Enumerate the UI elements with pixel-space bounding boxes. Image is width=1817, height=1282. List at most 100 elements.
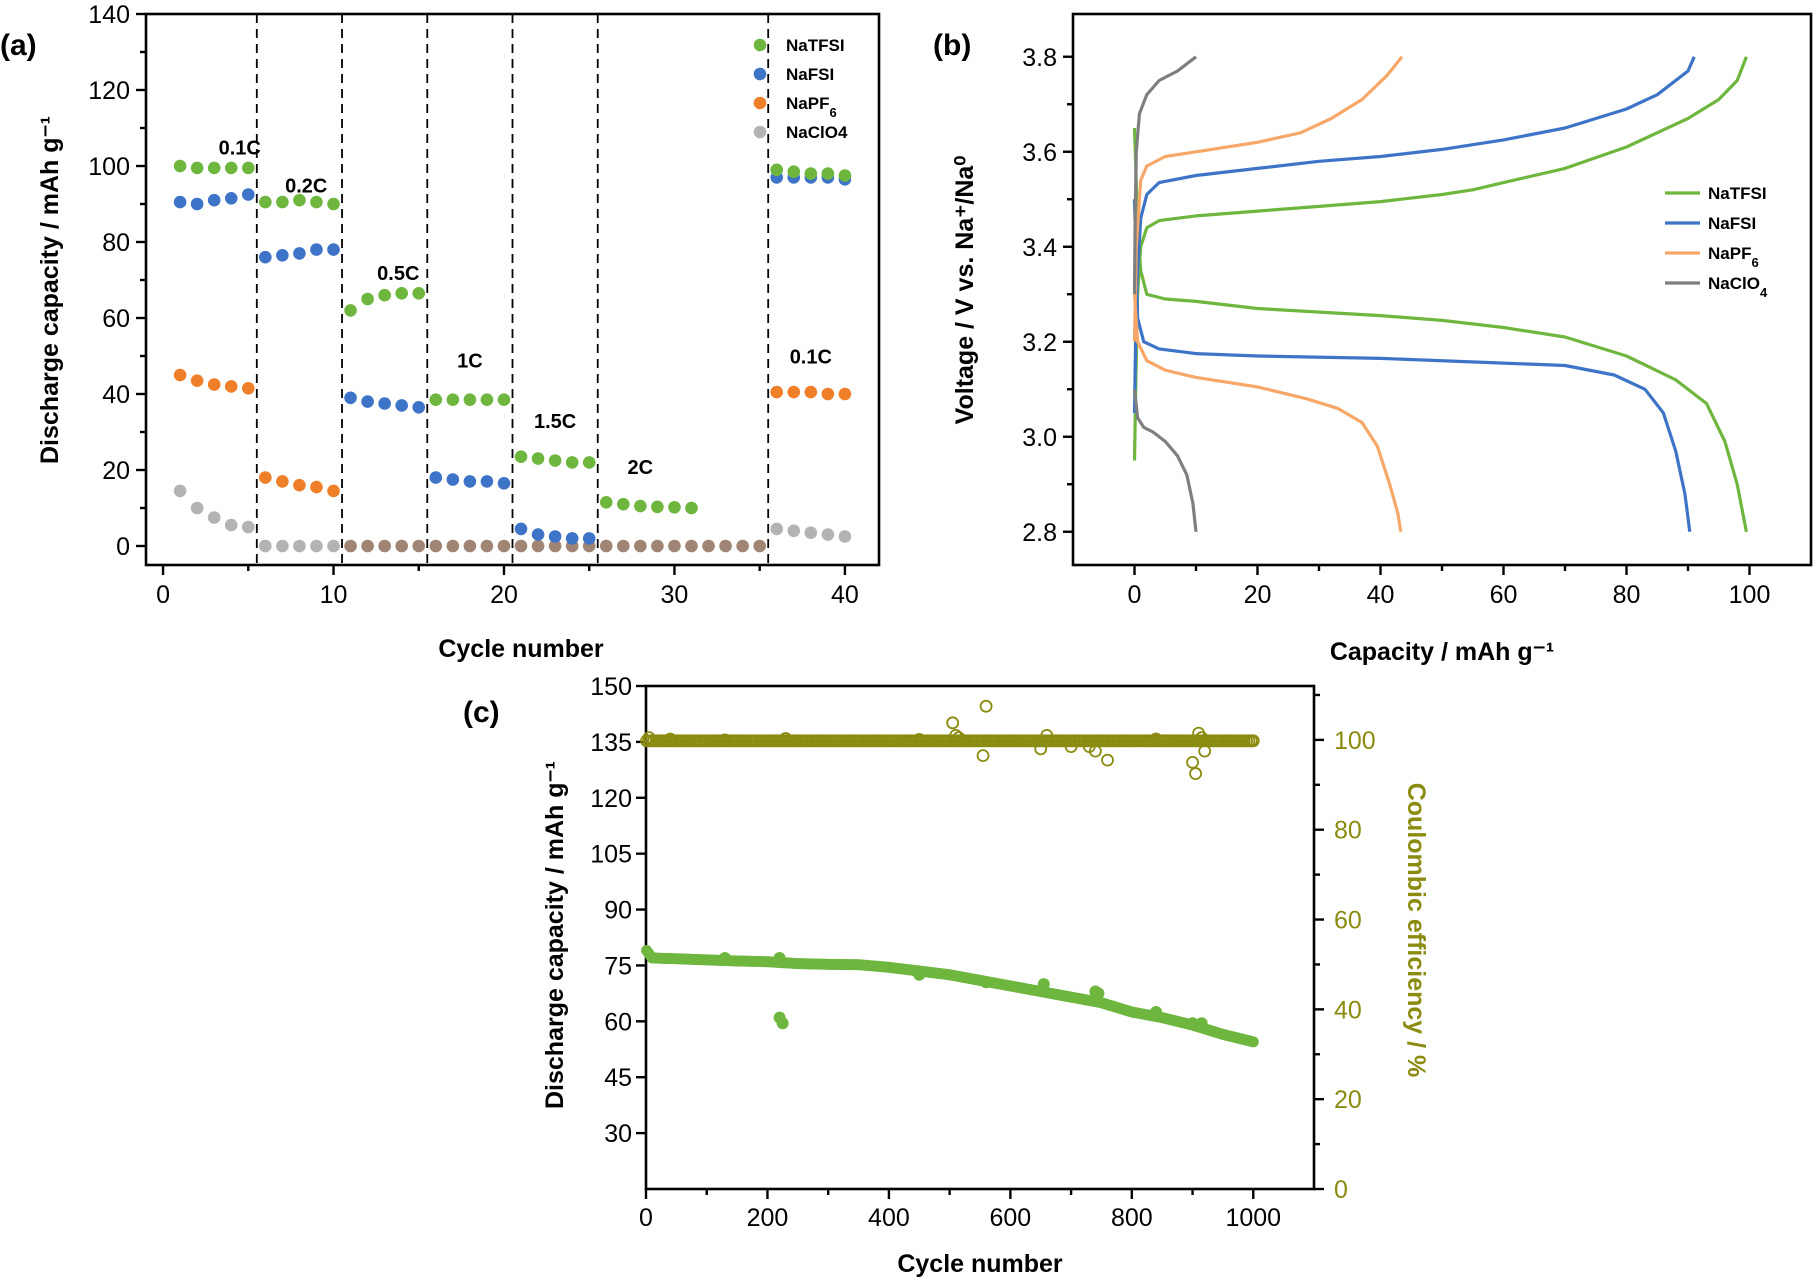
data-point-natfsi [582,456,596,469]
data-point-napf6 [190,374,204,388]
panel-b-legend: NaTFSI NaFSI NaPF6 NaClO4 [1665,184,1768,300]
data-point-overlap [634,539,647,553]
legend-marker-nafsi [753,67,767,81]
rate-label: 0.5C [377,263,419,285]
x-tick-label: 20 [490,581,518,609]
data-point-overlap [736,539,749,553]
data-point-naclo4 [770,522,784,536]
data-point-napf6 [173,368,187,382]
data-point-natfsi [224,161,238,175]
rate-label: 0.2C [285,176,327,198]
data-point-nafsi [429,471,443,484]
data-point-nafsi [497,477,511,490]
left-y-tick-label: 90 [604,897,632,925]
data-point-napf6 [787,385,801,399]
right-y-tick-label: 20 [1334,1086,1362,1114]
data-point-nafsi [190,197,204,211]
right-y-tick-label: 80 [1334,817,1362,845]
data-point-overlap [497,539,511,553]
efficiency-outlier-point [1040,729,1054,742]
data-point-overlap [548,539,562,553]
data-point-natfsi [241,161,255,175]
data-point-naclo4 [259,539,272,553]
capacity-outlier-point [1186,1017,1199,1030]
legend-label: NaClO4 [786,123,848,142]
y-tick-label: 3.2 [1022,329,1057,357]
left-y-tick-label: 30 [604,1120,632,1148]
data-point-napf6 [804,385,818,399]
legend-label: NaPF6 [786,94,837,120]
x-tick-label: 100 [1729,581,1771,609]
data-point-naclo4 [804,526,818,539]
data-point-naclo4 [207,511,221,524]
data-point-natfsi [327,197,340,211]
panel-b-y-axis-label: Voltage / V vs. Na⁺/Na⁰ [951,156,979,425]
data-point-naclo4 [787,524,801,538]
nafsi-charge-curve [1132,56,1696,414]
right-y-tick-label: 40 [1334,996,1362,1024]
data-point-nafsi [548,530,562,543]
legend-label: NaPF6 [1708,244,1759,270]
x-tick-label: 0 [156,581,170,609]
legend-label: NaFSI [1708,214,1756,233]
legend-marker-natfsi [753,38,767,52]
data-point-overlap [753,539,766,553]
data-point-napf6 [259,471,272,484]
data-point-natfsi [634,499,647,513]
data-point-nafsi [361,395,374,408]
data-point-natfsi [548,454,562,467]
data-point-overlap [463,539,477,553]
data-point-natfsi [685,501,698,515]
data-point-natfsi [787,165,801,178]
legend-label: NaTFSI [786,36,845,55]
capacity-outlier-point [1150,1006,1163,1019]
x-tick-label: 20 [1244,581,1272,609]
x-tick-label: 30 [661,581,689,609]
right-y-tick-label: 0 [1334,1176,1348,1204]
data-point-naclo4 [173,484,187,498]
data-point-napf6 [327,484,340,498]
efficiency-outlier-point [976,749,990,763]
efficiency-outlier-point [1186,755,1199,769]
data-point-naclo4 [276,539,289,553]
data-point-overlap [599,539,613,553]
data-point-napf6 [838,387,852,401]
data-point-naclo4 [327,539,340,553]
left-y-tick-label: 150 [590,673,632,701]
capacity-outlier-point [773,951,786,964]
legend-marker-napf6 [753,96,767,110]
data-point-natfsi [293,193,306,207]
data-point-overlap [668,539,681,553]
data-point-natfsi [770,163,784,177]
natfsi-discharge-curve [1132,127,1748,533]
rate-label: 1.5C [534,411,576,433]
right-y-tick-label: 100 [1334,727,1376,755]
y-tick-label: 40 [102,381,130,409]
data-point-nafsi [531,528,545,541]
data-point-nafsi [293,247,306,260]
efficiency-outlier-point [949,729,963,742]
capacity-outlier-point [1037,978,1050,991]
efficiency-outlier-point [946,716,960,730]
data-point-nafsi [310,243,323,256]
data-point-natfsi [412,287,426,300]
x-tick-label: 40 [1367,581,1395,609]
panel-b-curves [1132,55,1748,533]
napf6-charge-curve [1132,55,1404,342]
x-tick-label: 1000 [1225,1204,1281,1232]
data-point-natfsi [668,500,681,514]
y-tick-label: 0 [116,533,130,561]
y-tick-label: 20 [102,457,130,485]
data-point-nafsi [378,397,391,410]
data-point-napf6 [293,478,306,492]
data-point-overlap [429,539,443,553]
y-tick-label: 140 [88,1,130,29]
data-point-napf6 [207,378,221,391]
data-point-naclo4 [293,539,306,553]
y-tick-label: 3.6 [1022,139,1057,167]
data-point-natfsi [565,456,579,469]
rate-label: 0.1C [790,347,832,369]
y-tick-label: 80 [102,229,130,257]
data-point-natfsi [310,195,323,209]
